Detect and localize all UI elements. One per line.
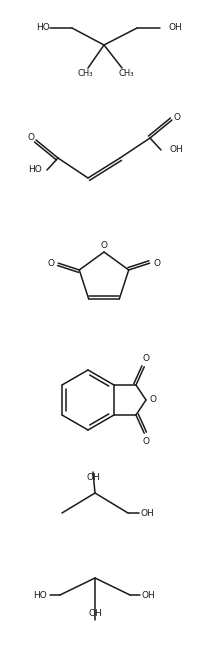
Text: CH₃: CH₃ xyxy=(118,70,134,79)
Text: HO: HO xyxy=(36,24,50,33)
Text: OH: OH xyxy=(86,472,100,482)
Text: OH: OH xyxy=(168,24,182,33)
Text: O: O xyxy=(143,354,150,363)
Text: OH: OH xyxy=(141,590,155,600)
Text: OH: OH xyxy=(169,146,183,155)
Text: CH₃: CH₃ xyxy=(77,70,93,79)
Text: O: O xyxy=(48,258,55,268)
Text: OH: OH xyxy=(88,609,102,619)
Text: HO: HO xyxy=(28,165,42,174)
Text: O: O xyxy=(143,437,150,445)
Text: O: O xyxy=(28,134,34,142)
Text: O: O xyxy=(101,241,107,249)
Text: O: O xyxy=(153,258,160,268)
Text: OH: OH xyxy=(140,508,154,518)
Text: O: O xyxy=(173,113,181,123)
Text: HO: HO xyxy=(33,590,47,600)
Text: O: O xyxy=(149,396,157,405)
